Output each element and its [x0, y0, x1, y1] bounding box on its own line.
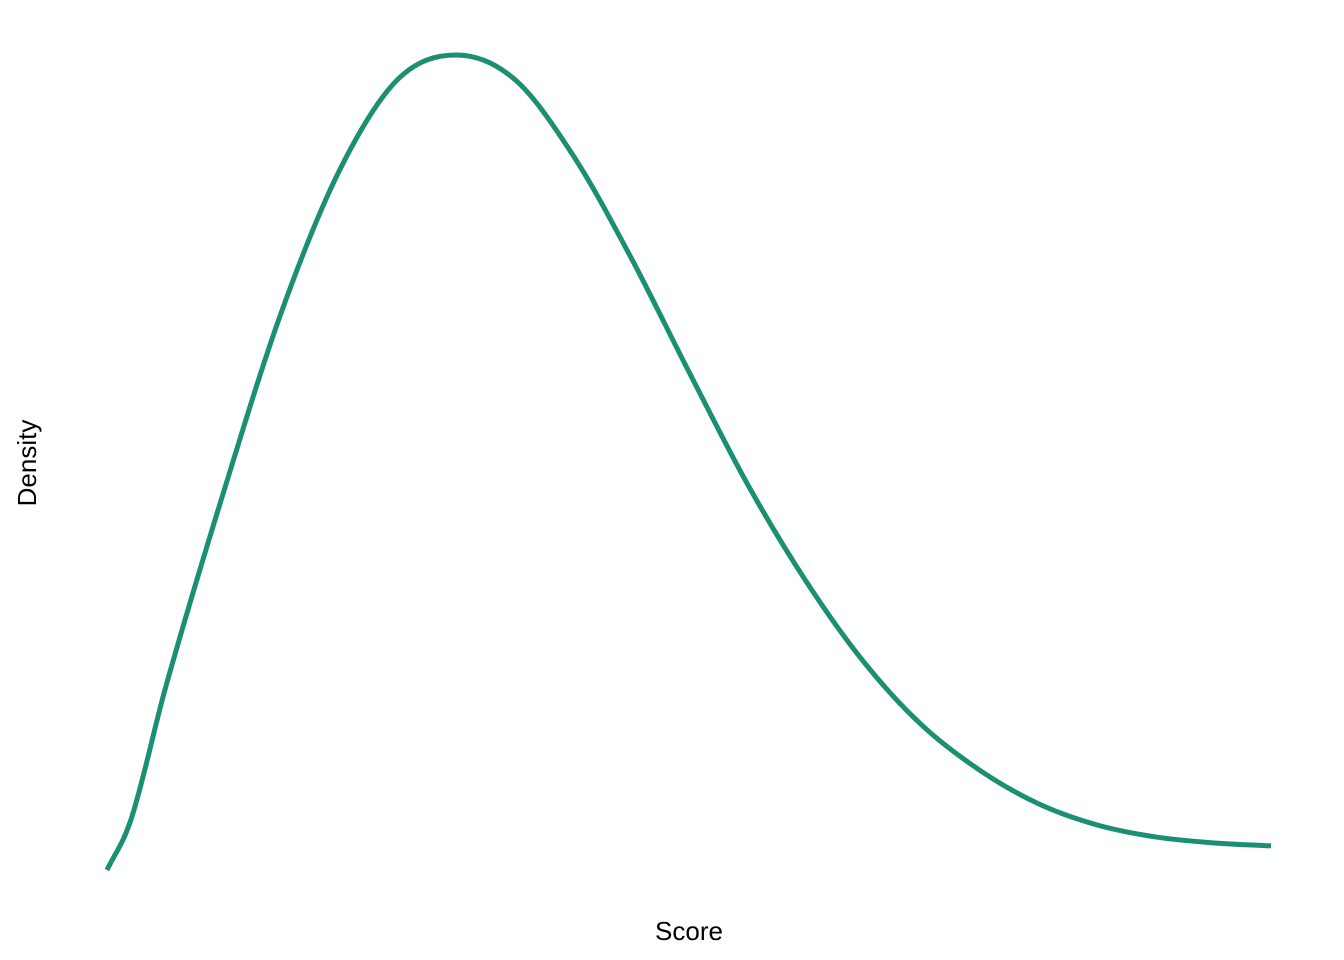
plot-area: [104, 52, 1272, 872]
density-curve-line: [104, 52, 1272, 872]
x-axis-label: Score: [655, 916, 723, 946]
y-axis-label: Density: [12, 420, 42, 507]
